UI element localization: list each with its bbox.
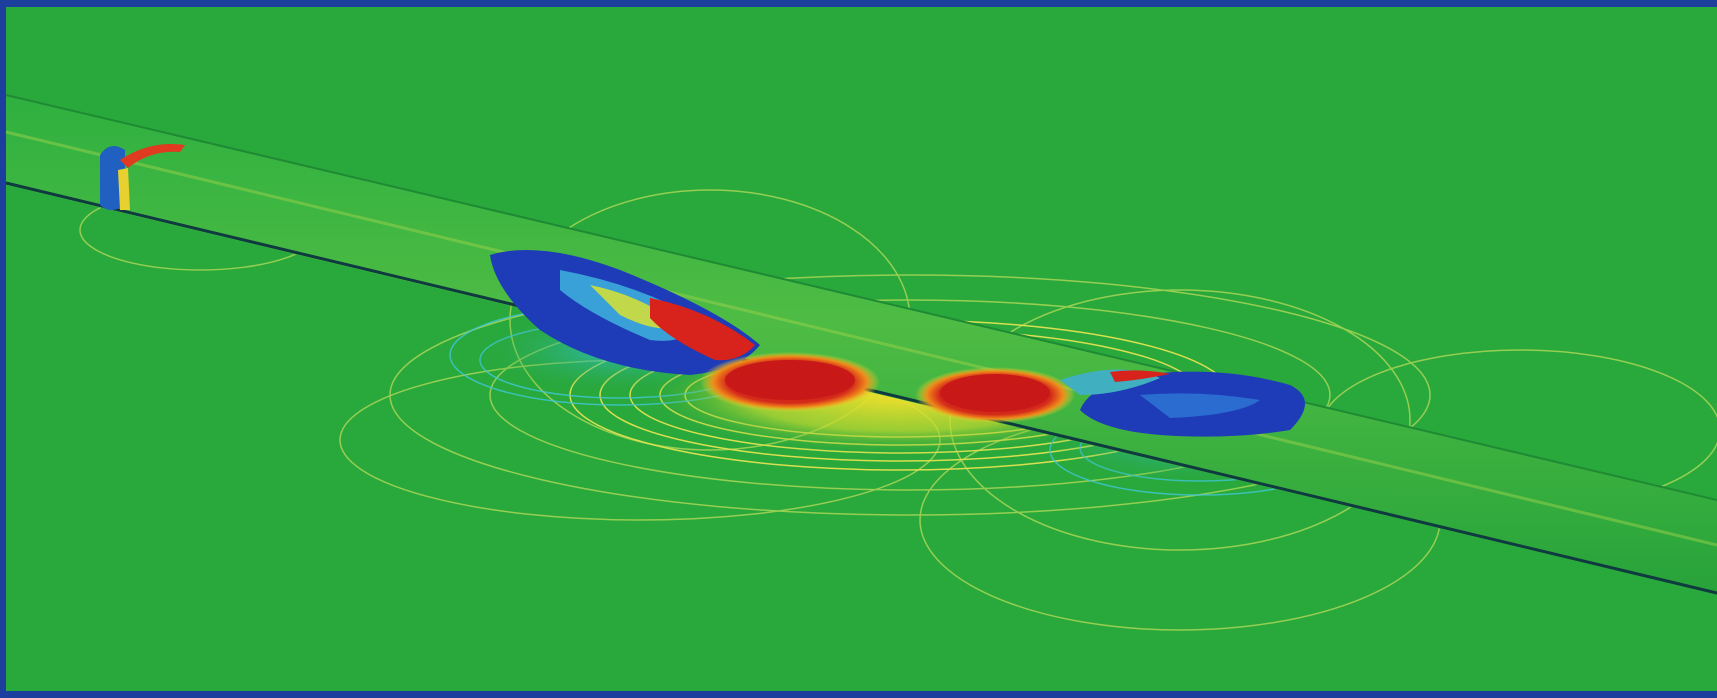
- ring-left-yellow: [118, 168, 130, 210]
- lobe-right-core: [940, 374, 1050, 412]
- simulation-render: [0, 0, 1717, 698]
- lobe-left-core: [725, 360, 855, 400]
